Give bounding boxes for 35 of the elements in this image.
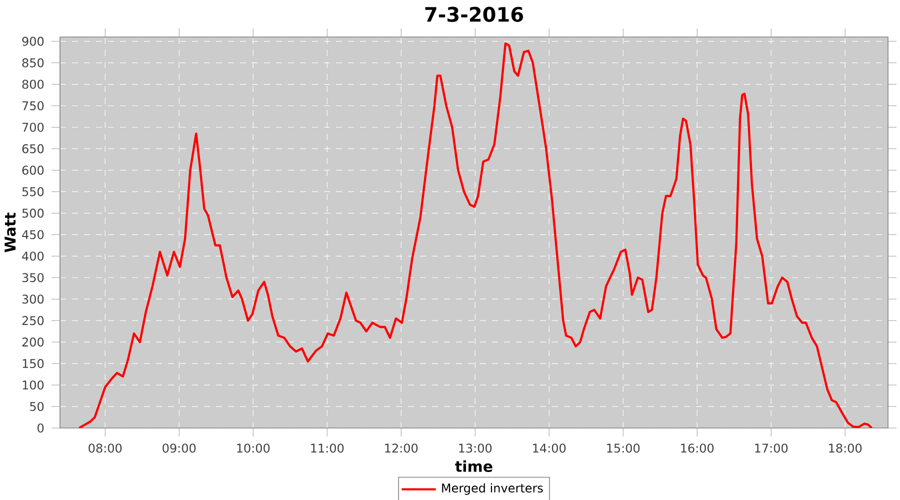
y-tick-label: 250	[22, 316, 44, 326]
y-tick-label: 850	[22, 58, 44, 68]
line-series	[78, 42, 873, 428]
y-tick-label: 750	[22, 101, 44, 110]
x-axis-title: time	[455, 460, 492, 472]
x-tick-label: 08:00	[88, 444, 122, 453]
x-tick-label: 10:00	[237, 444, 270, 453]
y-tick-label: 300	[22, 294, 44, 304]
x-tick-label: 14:00	[533, 444, 566, 453]
x-tick-label: 12:00	[385, 444, 418, 453]
y-tick-label: 50	[30, 402, 44, 412]
y-tick-label: 0	[38, 423, 44, 433]
x-tick-label: 15:00	[607, 444, 640, 453]
y-tick-label: 150	[22, 359, 44, 368]
x-tick-label: 13:00	[459, 444, 492, 453]
y-tick-label: 200	[22, 338, 44, 347]
x-tick-label: 16:00	[681, 444, 714, 453]
x-tick-label: 18:00	[829, 444, 862, 453]
y-tick-label: 450	[22, 230, 44, 240]
y-tick-label: 500	[22, 208, 44, 218]
y-tick-label: 350	[22, 273, 44, 282]
y-tick-label: 400	[22, 252, 44, 261]
x-tick-label: 17:00	[755, 444, 788, 453]
y-tick-label: 800	[22, 80, 44, 89]
y-tick-label: 600	[22, 166, 44, 175]
y-tick-label: 100	[22, 380, 44, 390]
chart-title: 7-3-2016	[425, 6, 524, 22]
x-tick-label: 11:00	[311, 444, 344, 453]
legend-label: Merged inverters	[442, 483, 543, 495]
y-tick-label: 700	[22, 122, 44, 132]
y-tick-label: 650	[22, 144, 44, 154]
y-tick-label: 550	[22, 187, 44, 196]
x-tick-label: 09:00	[162, 444, 196, 453]
y-axis-title: Watt	[4, 212, 16, 252]
y-tick-label: 900	[22, 36, 44, 46]
